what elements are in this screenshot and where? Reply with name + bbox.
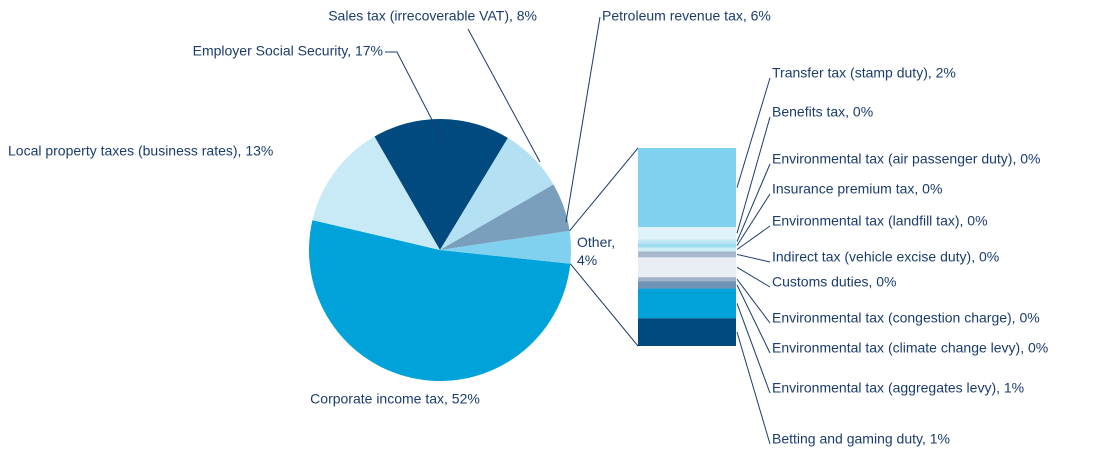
pie-label: Corporate income tax, 52% bbox=[310, 391, 480, 407]
bar-label: Transfer tax (stamp duty), 2% bbox=[772, 65, 956, 81]
leader-line bbox=[736, 225, 771, 250]
leader-line bbox=[736, 278, 771, 324]
bar-label: Environmental tax (aggregates levy), 1% bbox=[772, 380, 1024, 396]
bar-segment bbox=[638, 148, 736, 228]
leader-line bbox=[736, 303, 771, 394]
pie-label: Sales tax (irrecoverable VAT), 8% bbox=[328, 8, 537, 24]
leader-line bbox=[565, 16, 601, 223]
leader-line bbox=[736, 116, 771, 234]
leader-line bbox=[736, 331, 771, 445]
pie-label: Employer Social Security, 17% bbox=[193, 43, 383, 59]
pie-slice bbox=[309, 220, 571, 381]
bar-segment bbox=[638, 247, 736, 252]
bar-label: Customs duties, 0% bbox=[772, 274, 897, 290]
bar-segment bbox=[638, 239, 736, 244]
pie-slice bbox=[374, 118, 508, 250]
bar-segment bbox=[638, 243, 736, 248]
leader-line bbox=[467, 28, 541, 163]
bar-segment bbox=[638, 318, 736, 346]
pie-slice bbox=[440, 230, 571, 264]
leader-line bbox=[736, 253, 771, 263]
leader-line bbox=[736, 266, 771, 288]
bar-segment bbox=[638, 277, 736, 282]
pie-label: Other, 4% bbox=[577, 234, 615, 268]
pie-label: Local property taxes (business rates), 1… bbox=[8, 143, 273, 159]
pie-slice bbox=[312, 136, 440, 250]
bar-label: Indirect tax (vehicle excise duty), 0% bbox=[772, 249, 999, 265]
leader-line bbox=[736, 163, 771, 242]
bar-label: Environmental tax (congestion charge), 0… bbox=[772, 310, 1040, 326]
bar-label: Benefits tax, 0% bbox=[772, 104, 873, 120]
pie-label-line: Other, bbox=[577, 234, 615, 250]
pie-slice bbox=[440, 137, 554, 250]
leader-line bbox=[736, 77, 771, 188]
bar-label: Insurance premium tax, 0% bbox=[772, 181, 942, 197]
bar-segment bbox=[638, 281, 736, 289]
pie-label: Petroleum revenue tax, 6% bbox=[602, 8, 771, 24]
bar-segment bbox=[638, 257, 736, 278]
bar-label: Betting and gaming duty, 1% bbox=[772, 431, 950, 447]
leader-line bbox=[385, 51, 446, 146]
connector bbox=[569, 263, 639, 347]
pie-slice bbox=[440, 184, 570, 250]
leader-line bbox=[736, 284, 771, 354]
bar-segment bbox=[638, 251, 736, 258]
leader-line bbox=[736, 193, 771, 246]
bar-label: Environmental tax (landfill tax), 0% bbox=[772, 213, 988, 229]
bar-segment bbox=[638, 227, 736, 240]
pie-label-line: 4% bbox=[577, 252, 597, 268]
bar-label: Environmental tax (air passenger duty), … bbox=[772, 151, 1040, 167]
bar-segment bbox=[638, 288, 736, 319]
bar-label: Environmental tax (climate change levy),… bbox=[772, 340, 1048, 356]
connector bbox=[569, 147, 639, 232]
